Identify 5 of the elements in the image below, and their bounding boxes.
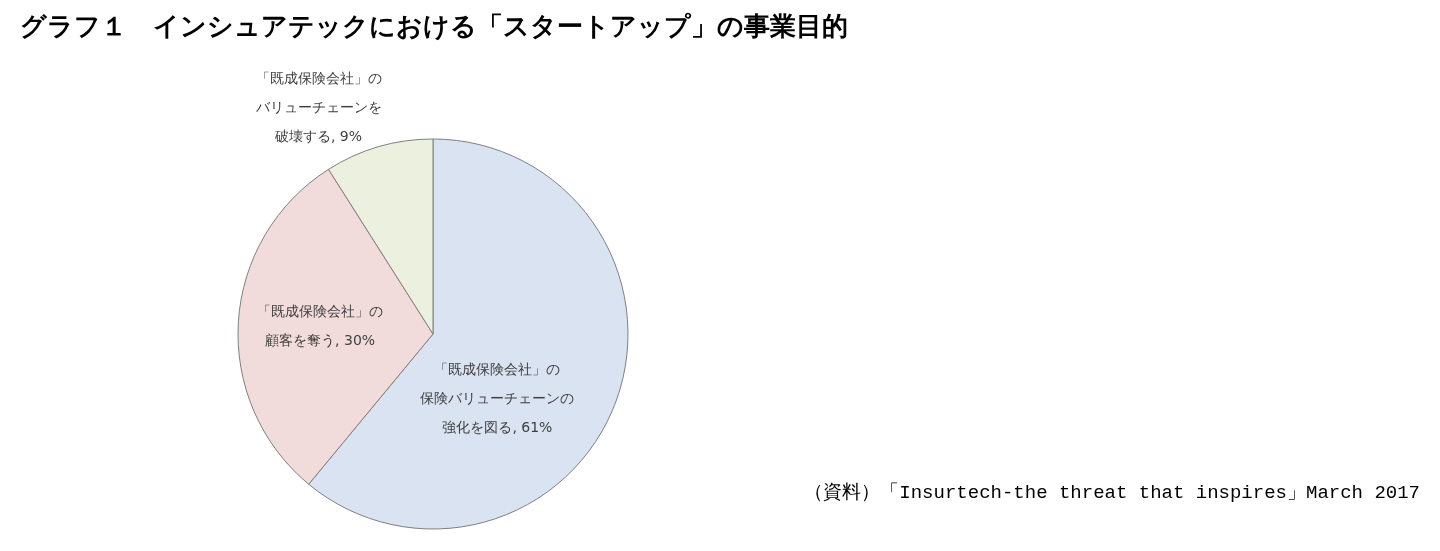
slice-label: 「既成保険会社」の顧客を奪う, 30% bbox=[257, 303, 384, 349]
slice-label: 「既成保険会社」のバリューチェーンを破壊する, 9% bbox=[254, 69, 382, 144]
slice-label: 「既成保険会社」の保険バリューチェーンの強化を図る, 61% bbox=[420, 361, 575, 436]
text: （資料）「Insurtech-the threat that inspires」March 2017 bbox=[804, 482, 1420, 504]
chart-title: グラフ１ インシュアテックにおける「スタートアップ」の事業目的 bbox=[20, 11, 848, 41]
